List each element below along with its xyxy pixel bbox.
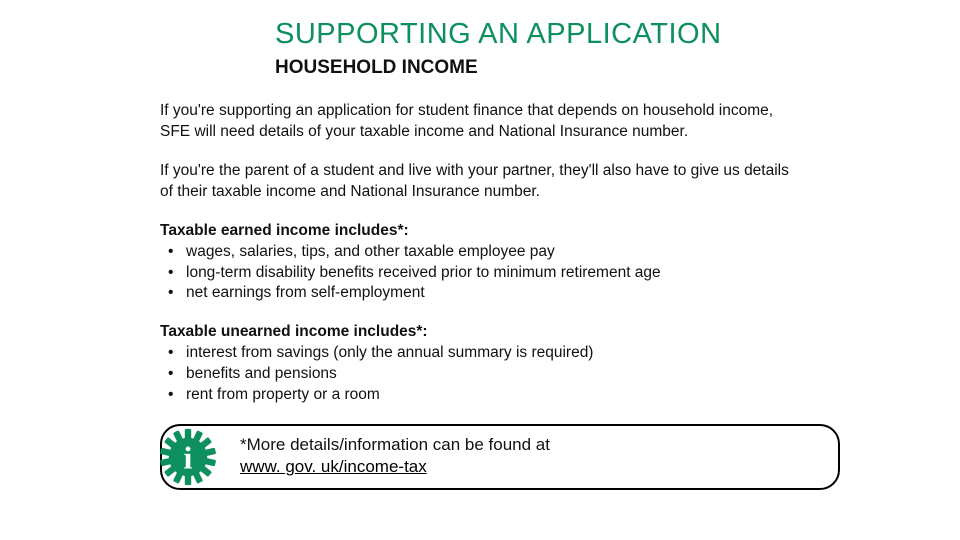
info-gear-icon: i [156,425,220,489]
info-link[interactable]: www. gov. uk/income-tax [240,457,427,476]
info-text: *More details/information can be found a… [240,434,820,478]
unearned-list: interest from savings (only the annual s… [160,343,920,406]
list-item: benefits and pensions [160,364,920,385]
earned-heading: Taxable earned income includes*: [160,221,920,242]
paragraph-2: If you're the parent of a student and li… [160,161,800,203]
page-subtitle: HOUSEHOLD INCOME [275,57,920,79]
page-title: SUPPORTING AN APPLICATION [275,18,920,51]
list-item: long-term disability benefits received p… [160,263,920,284]
list-item: net earnings from self-employment [160,283,920,304]
earned-list: wages, salaries, tips, and other taxable… [160,242,920,305]
info-callout: i *More details/information can be found… [160,424,840,490]
paragraph-1: If you're supporting an application for … [160,101,800,143]
list-item: rent from property or a room [160,385,920,406]
body-content: If you're supporting an application for … [160,101,920,490]
info-prefix: *More details/information can be found a… [240,435,550,454]
list-item: wages, salaries, tips, and other taxable… [160,242,920,263]
slide-page: SUPPORTING AN APPLICATION HOUSEHOLD INCO… [0,0,960,540]
list-item: interest from savings (only the annual s… [160,343,920,364]
unearned-heading: Taxable unearned income includes*: [160,322,920,343]
info-icon-letter: i [184,440,193,476]
